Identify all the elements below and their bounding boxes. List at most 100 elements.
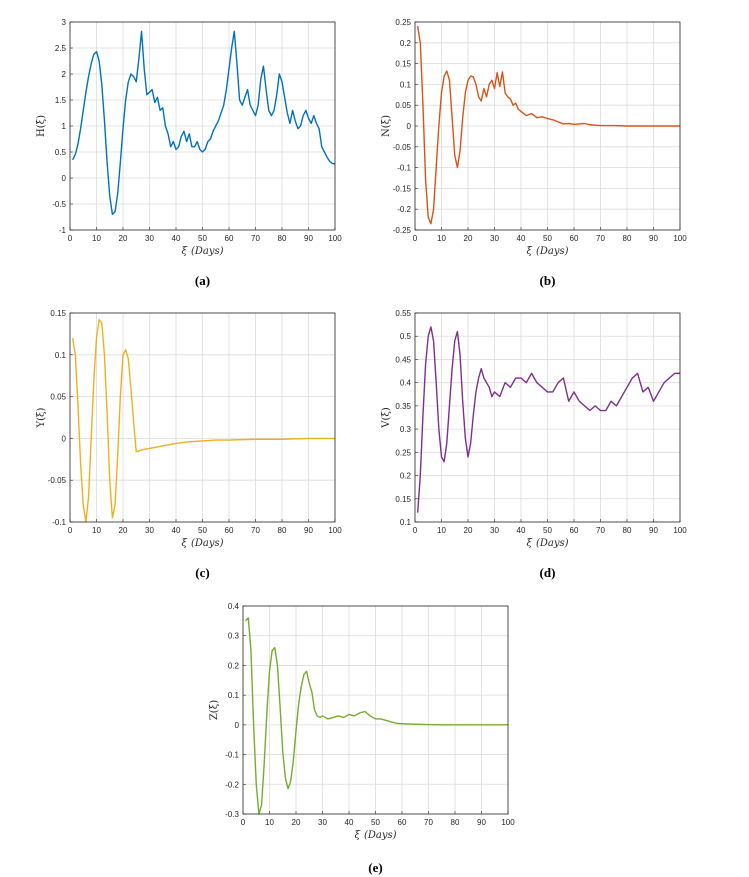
x-tick-label: 20	[464, 234, 473, 243]
y-tick-label: 0.15	[50, 309, 66, 318]
panel-caption: (b)	[540, 273, 556, 288]
x-tick-label: 70	[424, 818, 433, 827]
x-tick-label: 60	[398, 818, 407, 827]
chart-panel-c: 0 10 20 30 40 50 60 70 80 90 100 -0.1 -0.05 0 0.05 0.1 0…	[36, 309, 342, 580]
x-tick-label: 40	[345, 818, 354, 827]
y-axis-label: Y(ξ)	[36, 407, 47, 428]
x-tick-label: 10	[437, 526, 446, 535]
x-tick-label: 40	[517, 234, 526, 243]
x-tick-label: 20	[119, 234, 128, 243]
x-tick-label: 100	[673, 234, 687, 243]
y-tick-label: 0.4	[228, 602, 240, 611]
x-tick-label: 30	[145, 234, 154, 243]
x-tick-label: 90	[477, 818, 486, 827]
x-tick-label: 80	[623, 526, 632, 535]
x-tick-label: 20	[292, 818, 301, 827]
x-tick-label: 60	[570, 234, 579, 243]
x-tick-label: 40	[517, 526, 526, 535]
chart-panel-e: 0 10 20 30 40 50 60 70 80 90 100 -0.3 -0.2 -0.1 0 0.1 0.…	[209, 602, 515, 875]
y-tick-label: -0.15	[393, 184, 412, 193]
y-tick-label: 0.25	[395, 18, 411, 27]
x-axis-unit: (Days)	[536, 246, 569, 257]
panel-caption: (a)	[195, 273, 210, 288]
x-tick-label: 50	[543, 526, 552, 535]
y-tick-label: 0.55	[395, 309, 411, 318]
x-tick-label: 50	[198, 234, 207, 243]
axes-frame	[242, 605, 509, 815]
axes-frame	[69, 312, 336, 523]
x-axis-unit: (Days)	[191, 538, 224, 549]
y-tick-label: 0	[407, 122, 412, 131]
x-tick-label: 30	[490, 526, 499, 535]
panel-caption: (c)	[195, 565, 209, 580]
x-tick-label: 100	[328, 526, 342, 535]
x-axis-label: ξ (Days)	[181, 246, 223, 257]
y-tick-label: 1.5	[55, 96, 67, 105]
x-tick-label: 60	[225, 234, 234, 243]
x-tick-label: 70	[596, 526, 605, 535]
x-tick-label: 70	[251, 234, 260, 243]
series-line	[71, 318, 335, 523]
y-tick-label: 3	[62, 18, 67, 27]
y-tick-label: 0.15	[395, 60, 411, 69]
x-tick-label: 0	[413, 526, 418, 535]
y-tick-label: 0.2	[400, 472, 412, 481]
x-axis-symbol: ξ	[354, 830, 360, 841]
y-axis-label: H(ξ)	[36, 115, 47, 137]
series-line	[416, 326, 680, 513]
x-tick-label: 10	[92, 526, 101, 535]
series-line	[72, 30, 336, 216]
y-tick-label: 0.1	[400, 518, 412, 527]
y-tick-label: 0.2	[400, 39, 412, 48]
x-tick-label: 80	[278, 234, 287, 243]
x-tick-label: 90	[304, 526, 313, 535]
x-tick-label: 30	[145, 526, 154, 535]
y-tick-label: -0.2	[225, 780, 239, 789]
y-tick-label: 0.05	[395, 101, 411, 110]
x-tick-label: 10	[265, 818, 274, 827]
panel-caption: (d)	[540, 565, 556, 580]
y-tick-label: 2	[62, 70, 67, 79]
y-tick-label: -1	[59, 226, 67, 235]
series-line	[416, 26, 680, 225]
x-tick-label: 80	[451, 818, 460, 827]
y-tick-label: 0.1	[400, 80, 412, 89]
y-tick-label: 0.1	[228, 691, 240, 700]
x-tick-label: 80	[623, 234, 632, 243]
y-tick-label: -0.2	[397, 205, 411, 214]
y-tick-label: 2.5	[55, 44, 67, 53]
x-axis-unit: (Days)	[191, 246, 224, 257]
y-axis-label: N(ξ)	[381, 115, 392, 137]
x-tick-label: 90	[649, 234, 658, 243]
x-tick-label: 10	[437, 234, 446, 243]
y-tick-label: -0.25	[393, 226, 412, 235]
y-tick-label: 0	[62, 434, 67, 443]
x-tick-label: 50	[543, 234, 552, 243]
x-tick-label: 70	[596, 234, 605, 243]
y-tick-label: 0.25	[395, 448, 411, 457]
axes-frame	[69, 21, 336, 231]
y-tick-label: 0	[235, 721, 240, 730]
x-tick-label: 60	[570, 526, 579, 535]
x-tick-label: 50	[371, 818, 380, 827]
y-tick-label: -0.1	[225, 751, 239, 760]
y-tick-label: 0.45	[395, 355, 411, 364]
y-tick-label: -0.5	[52, 200, 66, 209]
series-line	[245, 617, 508, 815]
x-axis-unit: (Days)	[364, 830, 397, 841]
axes-frame	[414, 21, 681, 231]
y-tick-label: 0.05	[50, 393, 66, 402]
y-tick-label: -0.3	[225, 810, 239, 819]
x-tick-label: 90	[304, 234, 313, 243]
axes-frame	[414, 312, 681, 523]
x-axis-label: ξ (Days)	[526, 538, 568, 549]
y-tick-label: 1	[62, 122, 67, 131]
x-axis-label: ξ (Days)	[354, 830, 396, 841]
y-tick-label: 0.5	[400, 332, 412, 341]
y-axis-label: V(ξ)	[381, 407, 392, 429]
x-tick-label: 40	[172, 526, 181, 535]
y-tick-label: 0.3	[400, 425, 412, 434]
x-tick-label: 90	[649, 526, 658, 535]
panel-caption: (e)	[368, 860, 382, 875]
x-tick-label: 10	[92, 234, 101, 243]
